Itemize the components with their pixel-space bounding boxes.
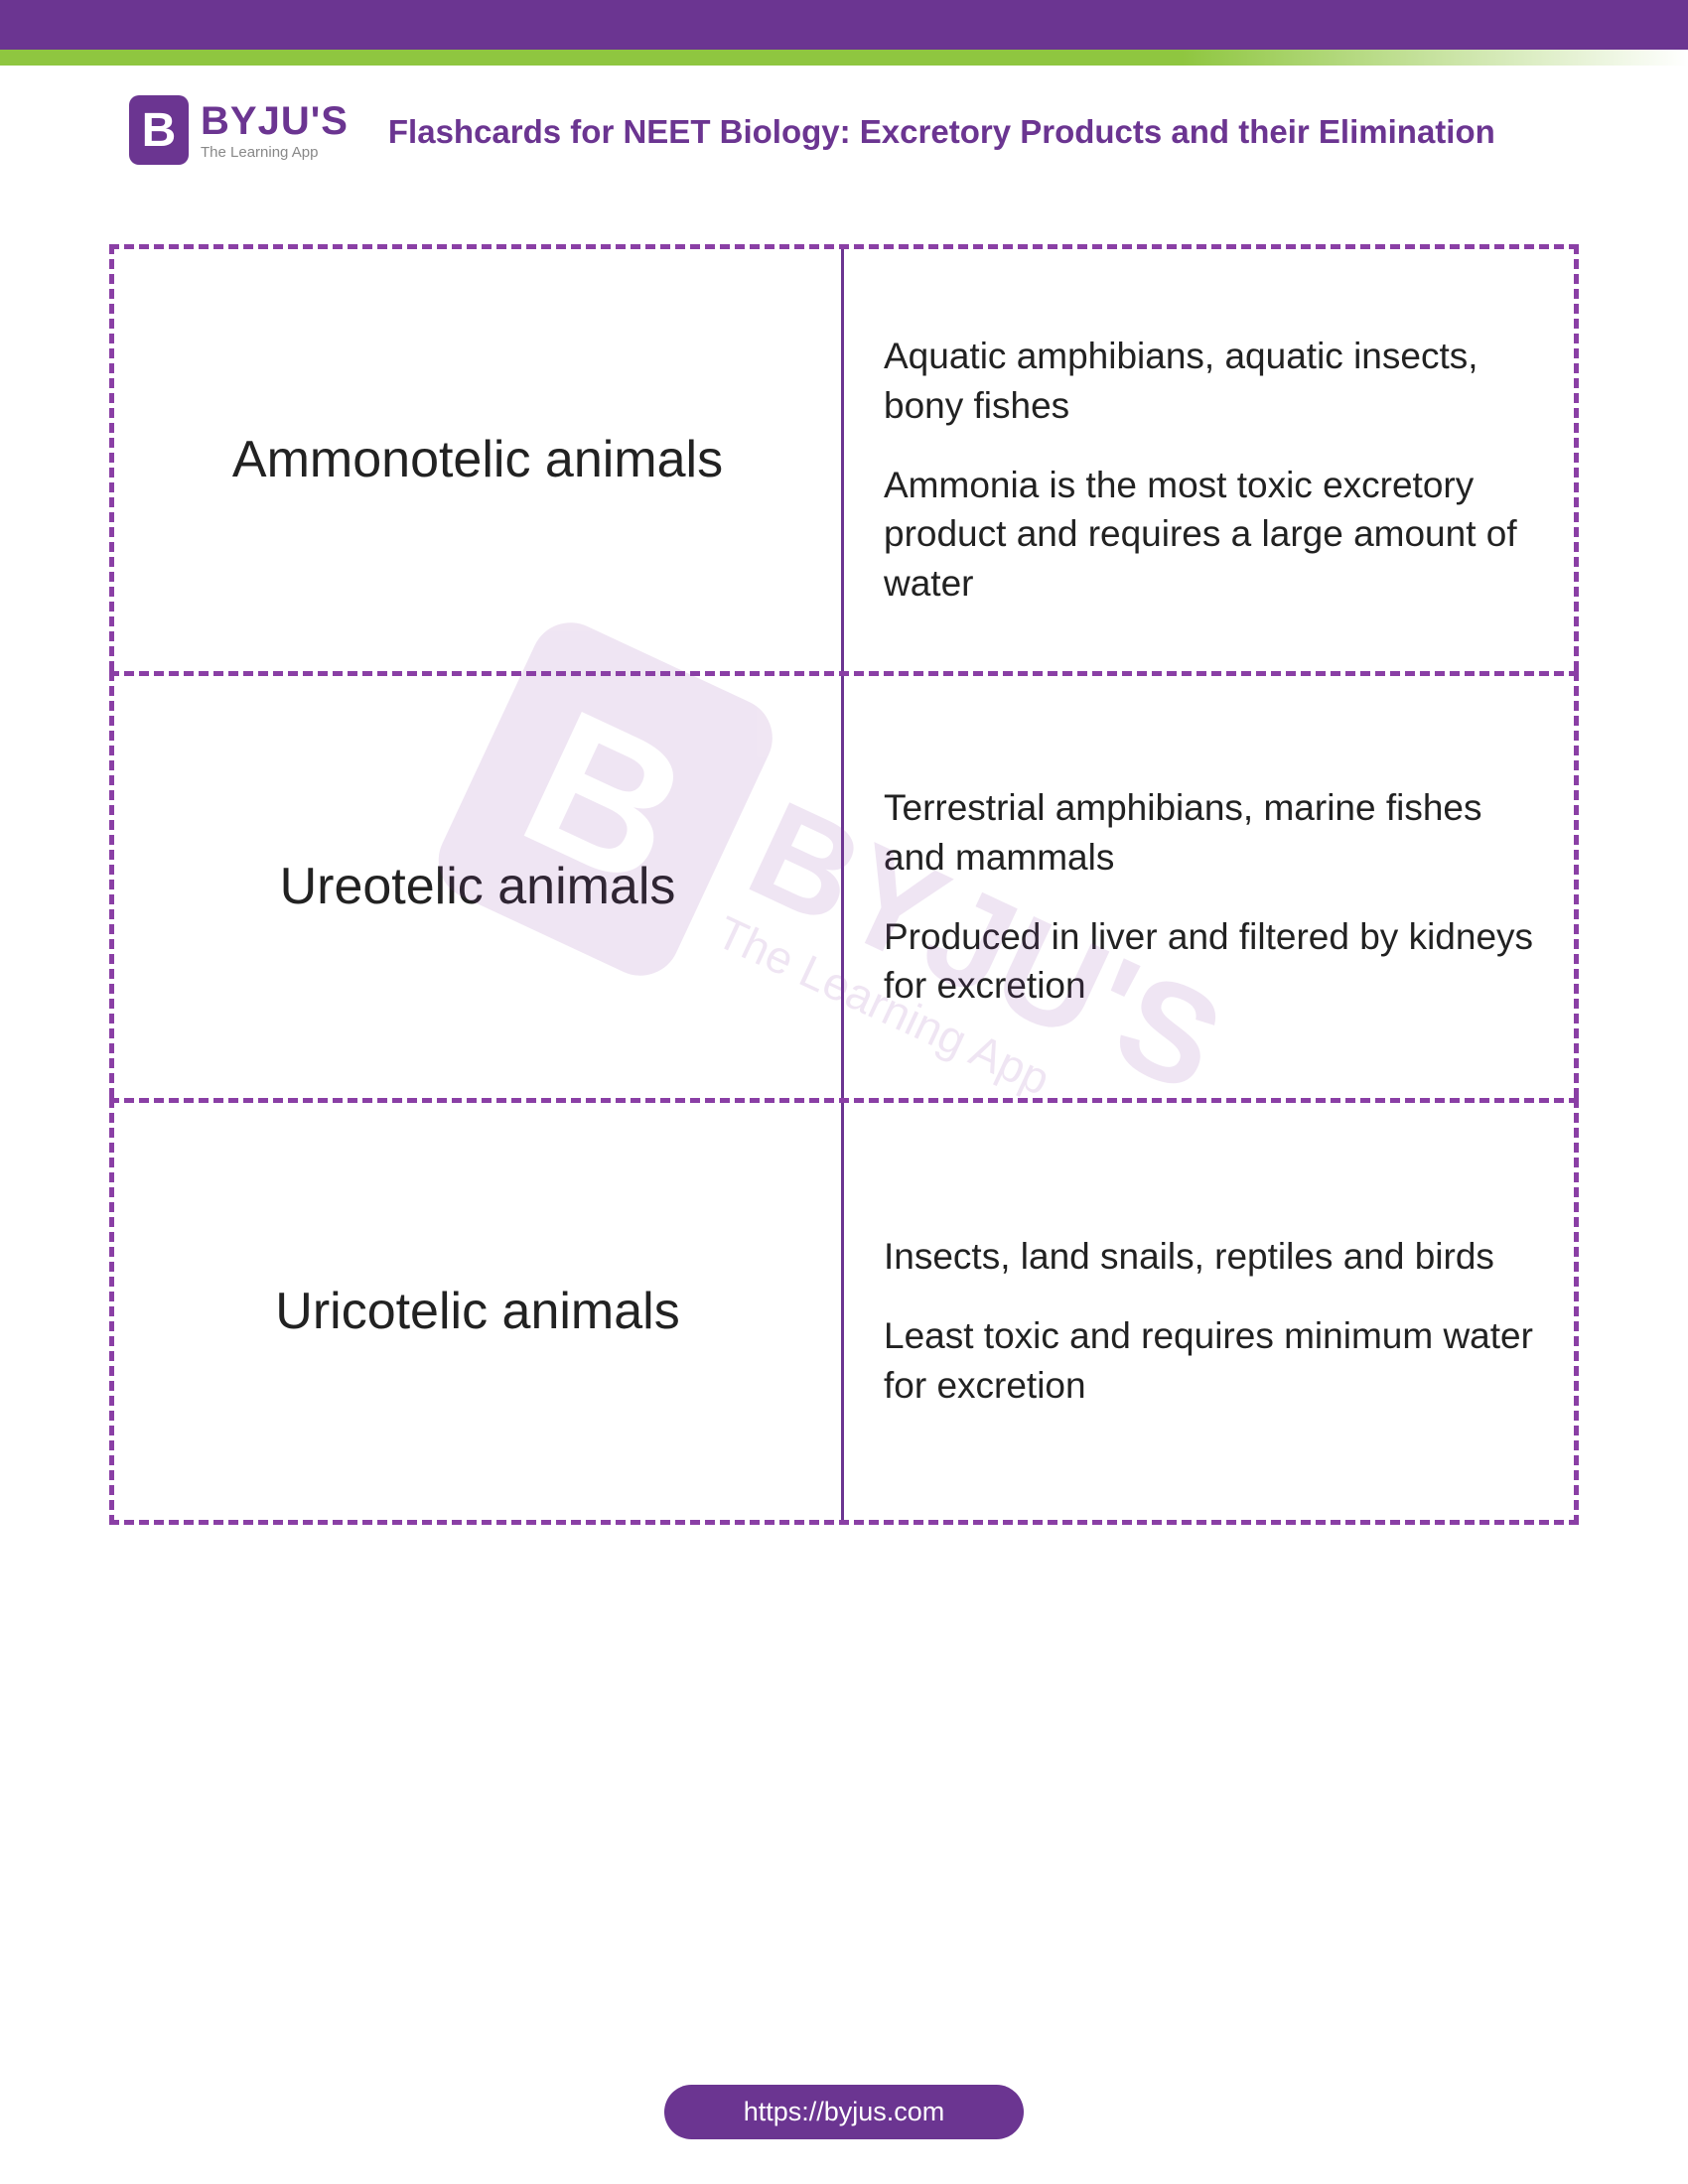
flashcard-row: Ammonotelic animals Aquatic amphibians, … [109,244,1579,671]
flashcard-term-cell: Uricotelic animals [114,1103,844,1520]
flashcard-details-cell: Aquatic amphibians, aquatic insects, bon… [844,249,1574,671]
logo-tagline: The Learning App [201,144,349,161]
logo-badge-letter: B [142,103,177,158]
footer: https://byjus.com [0,2085,1688,2139]
flashcard-row: Uricotelic animals Insects, land snails,… [109,1098,1579,1525]
flashcard-row: Ureotelic animals Terrestrial amphibians… [109,671,1579,1098]
flashcard-details-cell: Terrestrial amphibians, marine fishes an… [844,676,1574,1098]
flashcard-details-cell: Insects, land snails, reptiles and birds… [844,1103,1574,1520]
footer-url: https://byjus.com [664,2085,1025,2139]
logo: B BYJU'S The Learning App [129,95,349,165]
flashcard-term: Ammonotelic animals [232,428,723,492]
flashcard-term: Ureotelic animals [280,855,676,919]
flashcard-detail: Least toxic and requires minimum water f… [884,1311,1534,1411]
flashcard-term-cell: Ammonotelic animals [114,249,844,671]
flashcard-term: Uricotelic animals [275,1280,679,1344]
flashcard-detail: Aquatic amphibians, aquatic insects, bon… [884,332,1534,431]
header: B BYJU'S The Learning App Flashcards for… [0,66,1688,165]
green-stripe [0,50,1688,66]
logo-badge-icon: B [129,95,189,165]
flashcard-detail: Insects, land snails, reptiles and birds [884,1232,1534,1282]
flashcard-detail: Produced in liver and filtered by kidney… [884,912,1534,1012]
flashcard-detail: Ammonia is the most toxic excretory prod… [884,461,1534,610]
top-banner [0,0,1688,50]
page-title: Flashcards for NEET Biology: Excretory P… [388,95,1495,151]
flashcard-detail: Terrestrial amphibians, marine fishes an… [884,783,1534,883]
flashcard-term-cell: Ureotelic animals [114,676,844,1098]
logo-name: BYJU'S [201,99,349,144]
flashcards-container: B BYJU'S The Learning App Ammonotelic an… [109,244,1579,1525]
